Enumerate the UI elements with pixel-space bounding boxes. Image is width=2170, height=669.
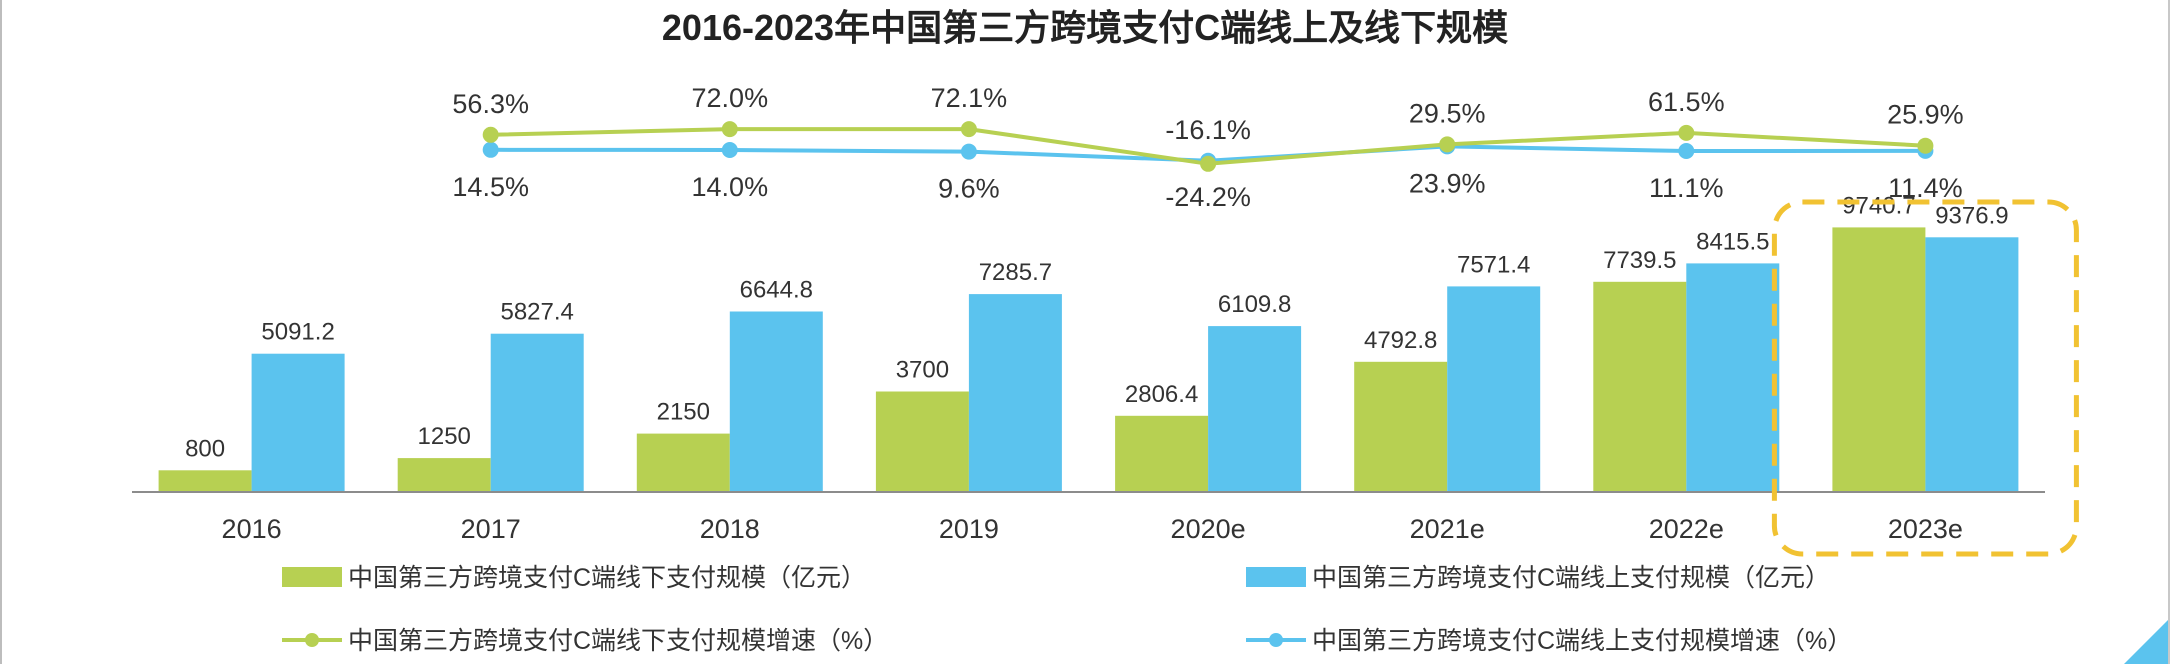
right-border xyxy=(2168,0,2170,664)
growth-label-online-2023e: 11.4% xyxy=(1888,173,1963,203)
bar-label-offline-2017: 1250 xyxy=(418,423,471,450)
bar-offline-2018 xyxy=(636,433,730,492)
legend-bar-online-swatch xyxy=(1246,567,1306,587)
legend-line-offline-label: 中国第三方跨境支付C端线下支付规模增速（%） xyxy=(348,627,888,655)
bar-label-online-2020e: 6109.8 xyxy=(1218,291,1291,318)
legend-bar-offline-label: 中国第三方跨境支付C端线下支付规模（亿元） xyxy=(348,564,866,592)
left-border xyxy=(0,0,2,664)
bar-label-online-2019: 7285.7 xyxy=(979,259,1052,286)
bar-label-online-2018: 6644.8 xyxy=(740,277,813,304)
bar-label-online-2022e: 8415.5 xyxy=(1696,228,1769,255)
growth-label-online-2018: 14.0% xyxy=(692,172,769,202)
growth-label-offline-2017: 56.3% xyxy=(452,89,529,119)
legend-bar-online-label: 中国第三方跨境支付C端线上支付规模（亿元） xyxy=(1312,564,1830,592)
bar-offline-2016 xyxy=(158,470,252,492)
bar-label-offline-2016: 800 xyxy=(185,435,225,462)
growth-label-online-2020e: -16.1% xyxy=(1165,115,1251,145)
bar-label-offline-2019: 3700 xyxy=(896,357,949,384)
growth-point-online-2018 xyxy=(721,142,738,158)
x-tick-label-2017: 2017 xyxy=(461,514,521,544)
legend-line-online-swatch-marker xyxy=(1269,633,1283,647)
bar-offline-2020e xyxy=(1115,415,1209,492)
bar-label-online-2017: 5827.4 xyxy=(500,299,573,326)
growth-point-offline-2019 xyxy=(960,121,977,138)
growth-label-online-2019: 9.6% xyxy=(938,174,1000,204)
growth-point-offline-2022e xyxy=(1678,124,1695,141)
bar-label-online-2021e: 7571.4 xyxy=(1457,251,1530,278)
bar-label-offline-2021e: 4792.8 xyxy=(1364,327,1437,354)
bar-label-offline-2022e: 7739.5 xyxy=(1603,247,1676,274)
growth-point-offline-2021e xyxy=(1439,136,1456,153)
growth-label-offline-2019: 72.1% xyxy=(931,83,1008,113)
chart-title: 2016-2023年中国第三方跨境支付C端线上及线下规模 xyxy=(662,7,1508,48)
bar-online-2016 xyxy=(251,353,345,492)
legend-line-offline-swatch-marker xyxy=(305,633,319,647)
bar-label-online-2023e: 9376.9 xyxy=(1935,202,2008,229)
bar-online-2020e xyxy=(1208,326,1302,492)
bar-online-2017 xyxy=(490,333,584,492)
x-tick-label-2022e: 2022e xyxy=(1649,514,1724,544)
growth-label-online-2022e: 11.1% xyxy=(1649,173,1724,203)
growth-point-offline-2017 xyxy=(482,126,499,143)
bar-label-offline-2020e: 2806.4 xyxy=(1125,381,1198,408)
growth-point-online-2017 xyxy=(482,141,499,158)
growth-point-online-2019 xyxy=(960,143,977,160)
bar-label-offline-2018: 2150 xyxy=(657,399,710,426)
growth-label-offline-2018: 72.0% xyxy=(692,83,769,113)
x-tick-label-2023e: 2023e xyxy=(1888,514,1963,544)
growth-label-offline-2023e: 25.9% xyxy=(1887,100,1964,130)
bar-online-2022e xyxy=(1686,263,1780,492)
growth-point-offline-2023e xyxy=(1917,137,1934,154)
legend-bar-offline-swatch xyxy=(282,567,342,587)
growth-label-online-2017: 14.5% xyxy=(452,172,529,202)
bar-offline-2022e xyxy=(1593,281,1687,492)
growth-point-offline-2018 xyxy=(721,121,738,138)
corner-decoration xyxy=(2124,620,2168,664)
growth-point-online-2022e xyxy=(1678,143,1695,159)
bar-label-online-2016: 5091.2 xyxy=(261,319,334,346)
bar-offline-2023e xyxy=(1832,227,1926,492)
bar-online-2019 xyxy=(968,294,1062,492)
bar-online-2018 xyxy=(729,311,823,492)
bar-offline-2019 xyxy=(875,391,969,492)
growth-label-offline-2021e: 29.5% xyxy=(1409,98,1486,128)
growth-label-offline-2022e: 61.5% xyxy=(1648,87,1725,117)
x-tick-label-2020e: 2020e xyxy=(1171,514,1246,544)
x-tick-label-2019: 2019 xyxy=(939,514,999,544)
bar-label-offline-2023e: 9740.7 xyxy=(1842,192,1915,219)
legend-line-online-label: 中国第三方跨境支付C端线上支付规模增速（%） xyxy=(1312,627,1852,655)
x-tick-label-2021e: 2021e xyxy=(1410,514,1485,544)
growth-point-offline-2020e xyxy=(1200,155,1217,172)
growth-label-online-2021e: 23.9% xyxy=(1409,168,1486,198)
bar-online-2023e xyxy=(1925,237,2019,492)
x-tick-label-2016: 2016 xyxy=(222,514,282,544)
highlight-box-2023e xyxy=(1771,199,2079,557)
bar-offline-2021e xyxy=(1354,361,1448,492)
growth-label-offline-2020e: -24.2% xyxy=(1165,182,1251,212)
bar-online-2021e xyxy=(1447,286,1541,492)
bar-offline-2017 xyxy=(397,458,491,493)
x-tick-label-2018: 2018 xyxy=(700,514,760,544)
